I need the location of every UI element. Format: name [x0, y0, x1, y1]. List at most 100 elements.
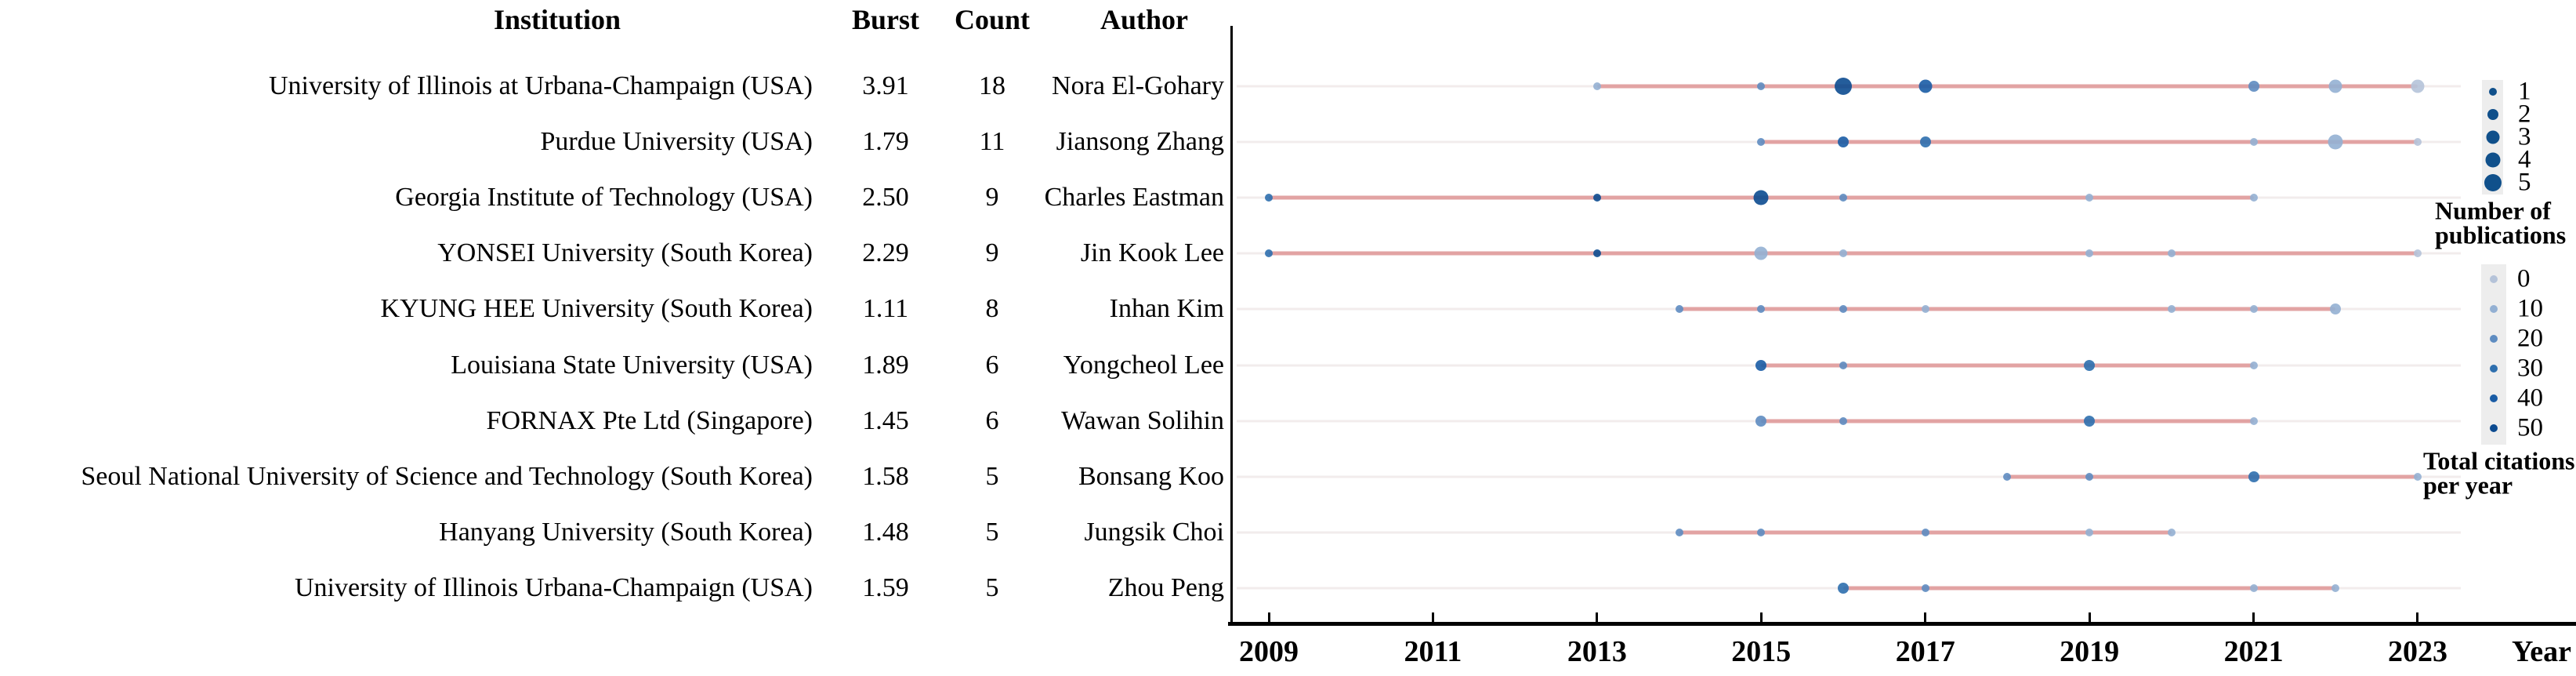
- publication-dot: [1755, 359, 1767, 371]
- publication-dot: [1592, 82, 1601, 90]
- publications-legend-label: 5: [2518, 168, 2531, 197]
- citations-legend-label: 40: [2517, 383, 2543, 413]
- burst-cell: 1.58: [862, 461, 909, 491]
- institution-cell: YONSEI University (South Korea): [437, 238, 813, 268]
- burst-cell: 1.48: [862, 517, 909, 547]
- author-cell: Jungsik Choi: [1084, 517, 1224, 547]
- x-axis-tick-label: 2013: [1567, 635, 1627, 668]
- publication-dot: [1921, 305, 1929, 314]
- column-header-burst: Burst: [851, 4, 920, 35]
- citations-legend-dot: [2490, 305, 2498, 313]
- institution-cell: University of Illinois at Urbana-Champai…: [268, 71, 813, 100]
- column-header-author: Author: [1100, 4, 1189, 35]
- institution-cell: University of Illinois Urbana-Champaign …: [295, 572, 813, 602]
- citations-legend-dot: [2490, 335, 2498, 343]
- count-cell: 6: [985, 350, 999, 380]
- citations-legend-dot: [2490, 365, 2498, 373]
- citations-legend-dot: [2490, 275, 2498, 283]
- count-cell: 5: [985, 461, 999, 491]
- count-cell: 8: [985, 294, 999, 324]
- publication-dot: [1837, 582, 1849, 594]
- author-cell: Nora El-Gohary: [1052, 71, 1224, 100]
- publication-dot: [1753, 190, 1769, 205]
- publication-dot: [2085, 472, 2094, 481]
- publications-legend-dot: [2486, 130, 2500, 144]
- author-cell: Charles Eastman: [1044, 183, 1224, 213]
- publication-dot: [1757, 528, 1766, 536]
- publication-dot: [2411, 79, 2425, 93]
- publication-dot: [2084, 359, 2096, 371]
- publication-dot: [2328, 134, 2343, 150]
- publication-dot: [1839, 305, 1847, 314]
- column-header-count: Count: [954, 4, 1031, 35]
- publication-dot: [1921, 583, 1929, 592]
- publication-dot: [2330, 303, 2342, 315]
- publication-dot: [1839, 361, 1847, 369]
- author-cell: Bonsang Koo: [1078, 461, 1224, 491]
- publication-dot: [1757, 305, 1766, 314]
- publication-dot: [1757, 82, 1766, 90]
- active-period-line: [2007, 474, 2418, 479]
- x-axis-tick: [1759, 612, 1763, 622]
- publication-dot: [1755, 415, 1767, 427]
- publication-dot: [1918, 79, 1933, 93]
- x-axis-tick: [1267, 612, 1270, 622]
- publication-dot: [1837, 136, 1849, 148]
- publication-dot: [1675, 305, 1683, 314]
- publication-dot: [2248, 471, 2259, 482]
- institution-cell: Georgia Institute of Technology (USA): [395, 183, 813, 213]
- count-cell: 5: [985, 572, 999, 602]
- y-axis-line: [1230, 26, 1233, 623]
- x-axis-tick-label: 2011: [1404, 635, 1462, 668]
- institution-cell: FORNAX Pte Ltd (Singapore): [486, 405, 813, 435]
- publication-dot: [2413, 249, 2422, 258]
- publications-legend-dot: [2485, 152, 2501, 168]
- x-axis-tick-label: 2019: [2060, 635, 2120, 668]
- publication-dot: [2249, 583, 2258, 592]
- publication-dot: [2084, 415, 2096, 427]
- x-axis-tick: [2252, 612, 2255, 622]
- active-period-line: [1596, 84, 2418, 89]
- x-axis-line: [1228, 622, 2576, 626]
- publications-legend-label: 1: [2518, 77, 2531, 106]
- active-period-line: [1679, 307, 2336, 311]
- active-period-line: [1761, 363, 2254, 367]
- count-cell: 9: [985, 238, 999, 268]
- publication-dot: [1265, 194, 1273, 202]
- author-cell: Inhan Kim: [1109, 294, 1224, 324]
- publication-dot: [1921, 528, 1929, 536]
- count-cell: 5: [985, 517, 999, 547]
- x-axis-tick: [1596, 612, 1599, 622]
- burst-cell: 2.29: [862, 238, 909, 268]
- publication-dot: [2085, 528, 2094, 536]
- institution-cell: KYUNG HEE University (South Korea): [380, 294, 813, 324]
- x-axis-tick-label: 2017: [1895, 635, 1955, 668]
- x-axis-tick: [2416, 612, 2419, 622]
- publications-legend-title-line1: Number of: [2435, 196, 2551, 225]
- publications-legend-label: 2: [2518, 100, 2531, 129]
- publication-dot: [2167, 305, 2176, 314]
- citations-legend-label: 30: [2517, 354, 2543, 383]
- burst-cell: 1.79: [862, 127, 909, 157]
- publication-dot: [2328, 79, 2342, 93]
- author-cell: Zhou Peng: [1107, 572, 1224, 602]
- publication-dot: [2248, 81, 2259, 92]
- publication-dot: [2331, 583, 2340, 592]
- institution-cell: Seoul National University of Science and…: [81, 461, 813, 491]
- publication-dot: [1265, 249, 1273, 258]
- author-cell: Jiansong Zhang: [1056, 127, 1224, 157]
- publication-dot: [1839, 249, 1847, 258]
- active-period-line: [1842, 586, 2336, 591]
- citations-legend-label: 20: [2517, 324, 2543, 353]
- citations-legend-title-line2: per year: [2423, 471, 2513, 500]
- count-cell: 9: [985, 183, 999, 213]
- publication-dot: [1592, 194, 1601, 202]
- publication-dot: [2085, 249, 2094, 258]
- publication-dot: [2249, 305, 2258, 314]
- publication-dot: [2167, 528, 2176, 536]
- x-axis-tick-label: 2023: [2387, 635, 2447, 668]
- burst-cell: 1.59: [862, 572, 909, 602]
- publication-dot: [1757, 138, 1766, 147]
- citations-legend-dot: [2490, 424, 2498, 432]
